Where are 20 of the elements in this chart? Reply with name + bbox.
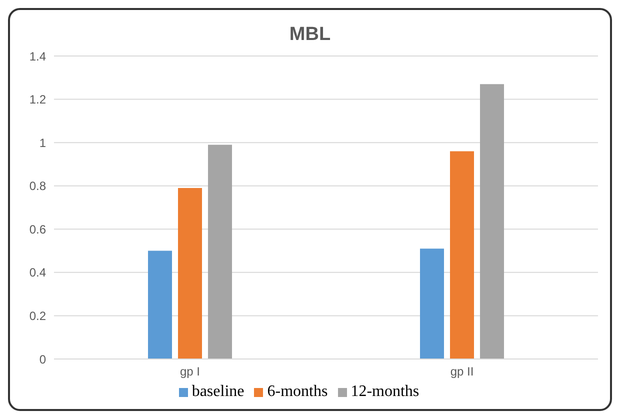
y-tick-label: 0 [39,352,46,366]
y-tick-label: 1.2 [29,92,46,107]
legend-label: 12-months [350,383,420,400]
bar [178,188,202,359]
bar [148,250,172,359]
y-tick-label: 0.8 [29,179,46,194]
legend-label: baseline [192,383,244,400]
bar [208,144,232,359]
x-tick-label: gp II [450,364,474,379]
y-tick-label: 0.6 [29,222,46,236]
bar [420,248,444,359]
y-tick-label: 0.2 [29,308,46,323]
x-tick-label: gp I [180,364,200,379]
y-tick-label: 1 [39,136,46,150]
bar [450,151,474,359]
y-tick-label: 0.4 [29,266,46,280]
legend-label: 6-months [267,383,328,400]
bar [480,84,504,359]
y-tick-label: 1.4 [29,49,46,64]
chart-title: MBL [288,24,332,46]
